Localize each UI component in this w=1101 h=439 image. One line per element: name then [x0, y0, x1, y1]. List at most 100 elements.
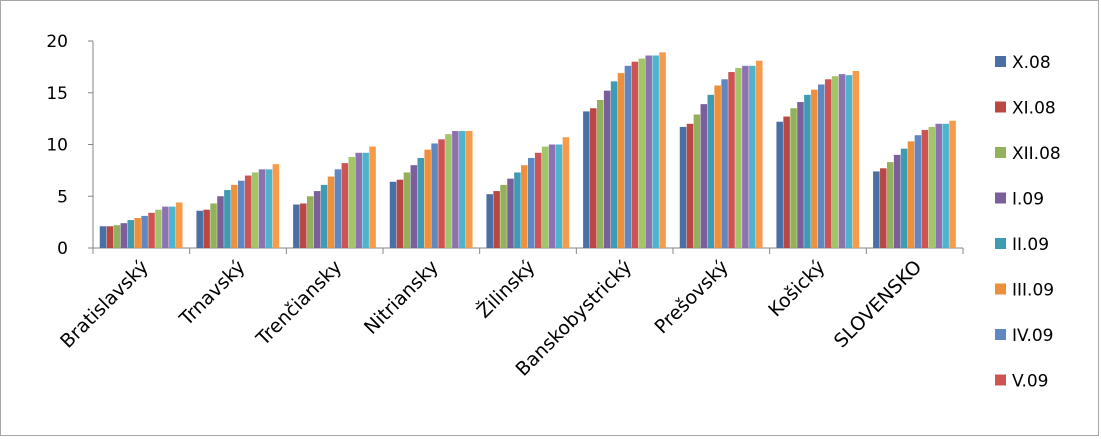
bar — [334, 169, 342, 248]
legend-label: X.08 — [1012, 53, 1051, 73]
bar — [320, 184, 328, 248]
bar — [728, 72, 735, 248]
bar — [534, 152, 542, 248]
bar — [583, 111, 590, 248]
bar — [258, 169, 266, 248]
bar — [452, 131, 459, 248]
bar — [790, 108, 797, 249]
bar — [438, 139, 445, 248]
legend-swatch — [995, 238, 1006, 249]
bar — [500, 184, 507, 248]
bar — [755, 60, 763, 248]
legend-swatch — [995, 147, 1006, 158]
bar — [141, 215, 148, 248]
legend-label: V.09 — [1012, 372, 1048, 392]
bar — [693, 114, 701, 248]
bar — [804, 94, 811, 248]
bar — [369, 146, 376, 248]
bar — [493, 191, 500, 248]
bar — [880, 168, 887, 248]
bar — [548, 144, 556, 248]
bar — [907, 141, 915, 248]
bar — [590, 108, 597, 249]
y-axis: 0 5 10 15 20 — [46, 32, 94, 259]
bar — [811, 89, 818, 249]
x-tick-label: Trnavský — [175, 256, 250, 331]
bar — [617, 73, 625, 249]
bar — [272, 164, 280, 248]
bar — [203, 209, 210, 248]
bar — [659, 52, 666, 249]
bar — [99, 226, 107, 248]
x-axis: Bratislavský Trnavský Trenčiansky Nitriansk… — [56, 247, 964, 381]
legend-swatch — [995, 192, 1006, 204]
bar — [541, 146, 549, 248]
bar — [797, 102, 804, 248]
bar — [638, 58, 646, 248]
x-tick-label: SLOVENSKO — [830, 256, 926, 352]
bar — [714, 85, 721, 248]
bar — [555, 144, 563, 248]
bar — [251, 172, 259, 248]
bar — [265, 169, 273, 248]
legend-item: III.09 — [995, 281, 1054, 301]
bar — [721, 79, 728, 248]
bar — [735, 67, 742, 248]
bar — [300, 203, 307, 248]
bar — [313, 191, 321, 248]
bar-series — [134, 73, 915, 249]
bar — [196, 210, 203, 248]
bar — [645, 55, 652, 248]
legend-label: IV.09 — [1012, 326, 1054, 346]
legend-item: I.09 — [995, 190, 1044, 210]
legend-label: XI.08 — [1012, 99, 1056, 119]
bar — [824, 79, 832, 248]
bar-series — [141, 65, 922, 248]
bar — [231, 184, 238, 248]
bar — [707, 94, 715, 248]
bar — [631, 61, 639, 249]
bar — [403, 172, 411, 248]
bar — [831, 76, 839, 248]
bar — [921, 130, 929, 248]
bar — [210, 203, 217, 248]
bar-series — [99, 111, 880, 248]
bar-series — [148, 61, 929, 249]
bar — [106, 226, 114, 248]
bar — [914, 135, 922, 248]
bar — [838, 74, 846, 249]
bar — [162, 206, 169, 248]
bar — [127, 220, 135, 248]
x-tick-label: Bratislavský — [56, 256, 153, 353]
legend-label: III.09 — [1012, 281, 1054, 301]
bar-series — [127, 81, 908, 249]
bar — [327, 176, 335, 248]
legend-item: II.09 — [995, 235, 1049, 255]
bar — [742, 65, 749, 248]
bar — [928, 126, 936, 248]
bar — [562, 137, 570, 248]
y-tick-label: 10 — [46, 136, 68, 156]
bar — [935, 123, 942, 248]
legend-item: XII.08 — [995, 144, 1061, 164]
bar — [507, 178, 514, 248]
bar — [886, 162, 894, 248]
bar-series — [175, 52, 956, 249]
bar — [431, 143, 438, 248]
bar — [113, 225, 121, 248]
bar — [155, 209, 162, 248]
bar — [459, 131, 466, 248]
bar — [217, 196, 224, 248]
bar — [362, 152, 369, 248]
bar — [749, 65, 756, 248]
legend-label: XII.08 — [1012, 144, 1061, 164]
legend-swatch — [995, 56, 1006, 67]
x-tick-label: Žilinský — [472, 255, 539, 322]
bar — [148, 212, 155, 248]
bar — [624, 65, 632, 248]
y-tick-label: 0 — [57, 239, 68, 259]
bar — [528, 157, 535, 248]
bar — [652, 55, 659, 248]
y-tick-label: 15 — [46, 84, 68, 104]
x-tick-label: Prešovský — [651, 256, 733, 338]
